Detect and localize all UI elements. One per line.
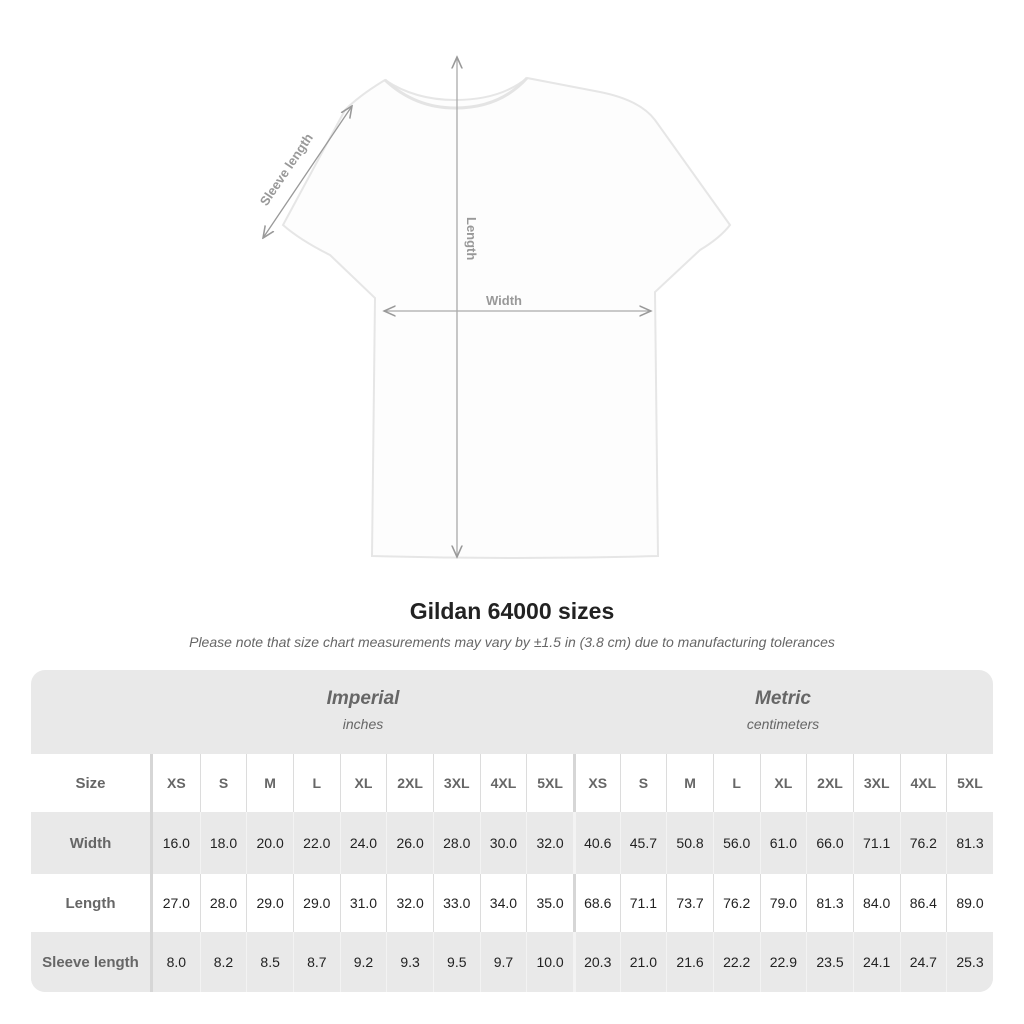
table-cell: 76.2 xyxy=(899,812,947,874)
size-header-cell: S xyxy=(619,754,667,812)
table-cell: 27.0 xyxy=(162,895,190,911)
table-cell: 18.0 xyxy=(199,812,247,874)
size-row: Size XS S M L XL 2XL 3XL 4XL 5XL XS S M L XL 2XL 3XL 4XL 5… xyxy=(31,754,993,812)
size-header-cell: XL xyxy=(339,754,387,812)
row-label: Sleeve length xyxy=(31,932,153,992)
size-header-cell: S xyxy=(199,754,247,812)
table-cell: 25.3 xyxy=(946,932,993,992)
length-label: Length xyxy=(464,217,479,260)
imperial-header: Imperial inches xyxy=(153,670,573,754)
table-row: Sleeve length 8.0 8.2 8.5 8.7 9.2 9.3 9.5 9.7 10.… xyxy=(31,932,993,992)
table-cell: 68.6 xyxy=(572,874,620,932)
size-header-cell: 2XL xyxy=(386,754,433,812)
table-row: Width 16.0 18.0 20.0 22.0 24.0 26.0 28.0 30.0 32.… xyxy=(31,812,993,874)
width-label: Width xyxy=(486,293,522,308)
table-cell: 9.5 xyxy=(432,932,480,992)
metric-unit: Metric xyxy=(755,688,811,709)
table-cell: 16.0 xyxy=(162,835,190,851)
size-table: Imperial inches Metric centimeters Size X… xyxy=(31,670,993,992)
table-cell: 32.0 xyxy=(526,812,573,874)
table-cell: 10.0 xyxy=(526,932,573,992)
size-header-cell: 4XL xyxy=(479,754,527,812)
table-cell: 24.0 xyxy=(339,812,387,874)
table-cell: 8.5 xyxy=(246,932,293,992)
size-header-cell: M xyxy=(246,754,293,812)
size-header-cell: 4XL xyxy=(899,754,947,812)
table-cell: 32.0 xyxy=(386,874,433,932)
metric-header: Metric centimeters xyxy=(573,670,993,754)
table-cell: 8.0 xyxy=(166,954,187,970)
size-header-cell: XL xyxy=(759,754,807,812)
table-cell: 29.0 xyxy=(246,874,293,932)
table-cell: 81.3 xyxy=(946,812,993,874)
table-cell: 86.4 xyxy=(899,874,947,932)
table-cell: 23.5 xyxy=(806,932,853,992)
table-cell: 31.0 xyxy=(339,874,387,932)
row-label: Length xyxy=(31,874,153,932)
table-cell: 71.1 xyxy=(619,874,667,932)
size-header-cell: 5XL xyxy=(526,754,573,812)
size-header-cell: L xyxy=(712,754,760,812)
row-label: Width xyxy=(31,812,153,874)
tshirt-shape xyxy=(281,76,732,559)
table-cell: 9.2 xyxy=(339,932,387,992)
table-cell: 26.0 xyxy=(386,812,433,874)
tolerance-note: Please note that size chart measurements… xyxy=(189,634,835,650)
table-cell: 61.0 xyxy=(759,812,807,874)
size-header-cell: 3XL xyxy=(432,754,480,812)
table-cell: 35.0 xyxy=(526,874,573,932)
table-cell: 22.0 xyxy=(292,812,340,874)
imperial-unit: Imperial xyxy=(326,688,400,709)
table-cell: 22.9 xyxy=(759,932,807,992)
table-cell: 56.0 xyxy=(712,812,760,874)
chart-title: Gildan 64000 sizes xyxy=(409,598,615,624)
table-cell: 73.7 xyxy=(666,874,713,932)
table-cell: 50.8 xyxy=(666,812,713,874)
table-cell: 89.0 xyxy=(946,874,993,932)
table-cell: 20.3 xyxy=(572,932,620,992)
table-cell: 28.0 xyxy=(432,812,480,874)
table-cell: 8.7 xyxy=(292,932,340,992)
metric-subunit: centimeters xyxy=(746,716,820,732)
table-cell: 34.0 xyxy=(479,874,527,932)
table-cell: 66.0 xyxy=(806,812,853,874)
table-cell: 22.2 xyxy=(712,932,760,992)
size-header-cell: XS xyxy=(572,754,620,812)
table-cell: 21.6 xyxy=(666,932,713,992)
table-cell: 28.0 xyxy=(199,874,247,932)
table-cell: 40.6 xyxy=(572,812,620,874)
imperial-subunit: inches xyxy=(342,716,384,732)
table-cell: 30.0 xyxy=(479,812,527,874)
table-row: Length 27.0 28.0 29.0 29.0 31.0 32.0 33.0 34.0 35… xyxy=(31,874,993,932)
table-cell: 71.1 xyxy=(852,812,900,874)
table-cell: 84.0 xyxy=(852,874,900,932)
table-cell: 8.2 xyxy=(199,932,247,992)
size-header-cell: L xyxy=(292,754,340,812)
size-header-cell: XS xyxy=(166,775,186,791)
table-cell: 24.7 xyxy=(899,932,947,992)
table-cell: 45.7 xyxy=(619,812,667,874)
table-cell: 20.0 xyxy=(246,812,293,874)
table-cell: 9.3 xyxy=(386,932,433,992)
table-cell: 24.1 xyxy=(852,932,900,992)
table-cell: 33.0 xyxy=(432,874,480,932)
size-header-cell: M xyxy=(666,754,713,812)
row-label: Size xyxy=(31,754,153,812)
size-header-cell: 3XL xyxy=(852,754,900,812)
table-cell: 79.0 xyxy=(759,874,807,932)
table-cell: 9.7 xyxy=(479,932,527,992)
table-cell: 76.2 xyxy=(712,874,760,932)
sleeve-arrow xyxy=(263,106,352,238)
table-cell: 81.3 xyxy=(806,874,853,932)
table-cell: 21.0 xyxy=(619,932,667,992)
table-cell: 29.0 xyxy=(292,874,340,932)
size-header-cell: 5XL xyxy=(946,754,993,812)
tshirt-diagram: Length Width Sleeve length xyxy=(257,0,732,559)
size-header-cell: 2XL xyxy=(806,754,853,812)
